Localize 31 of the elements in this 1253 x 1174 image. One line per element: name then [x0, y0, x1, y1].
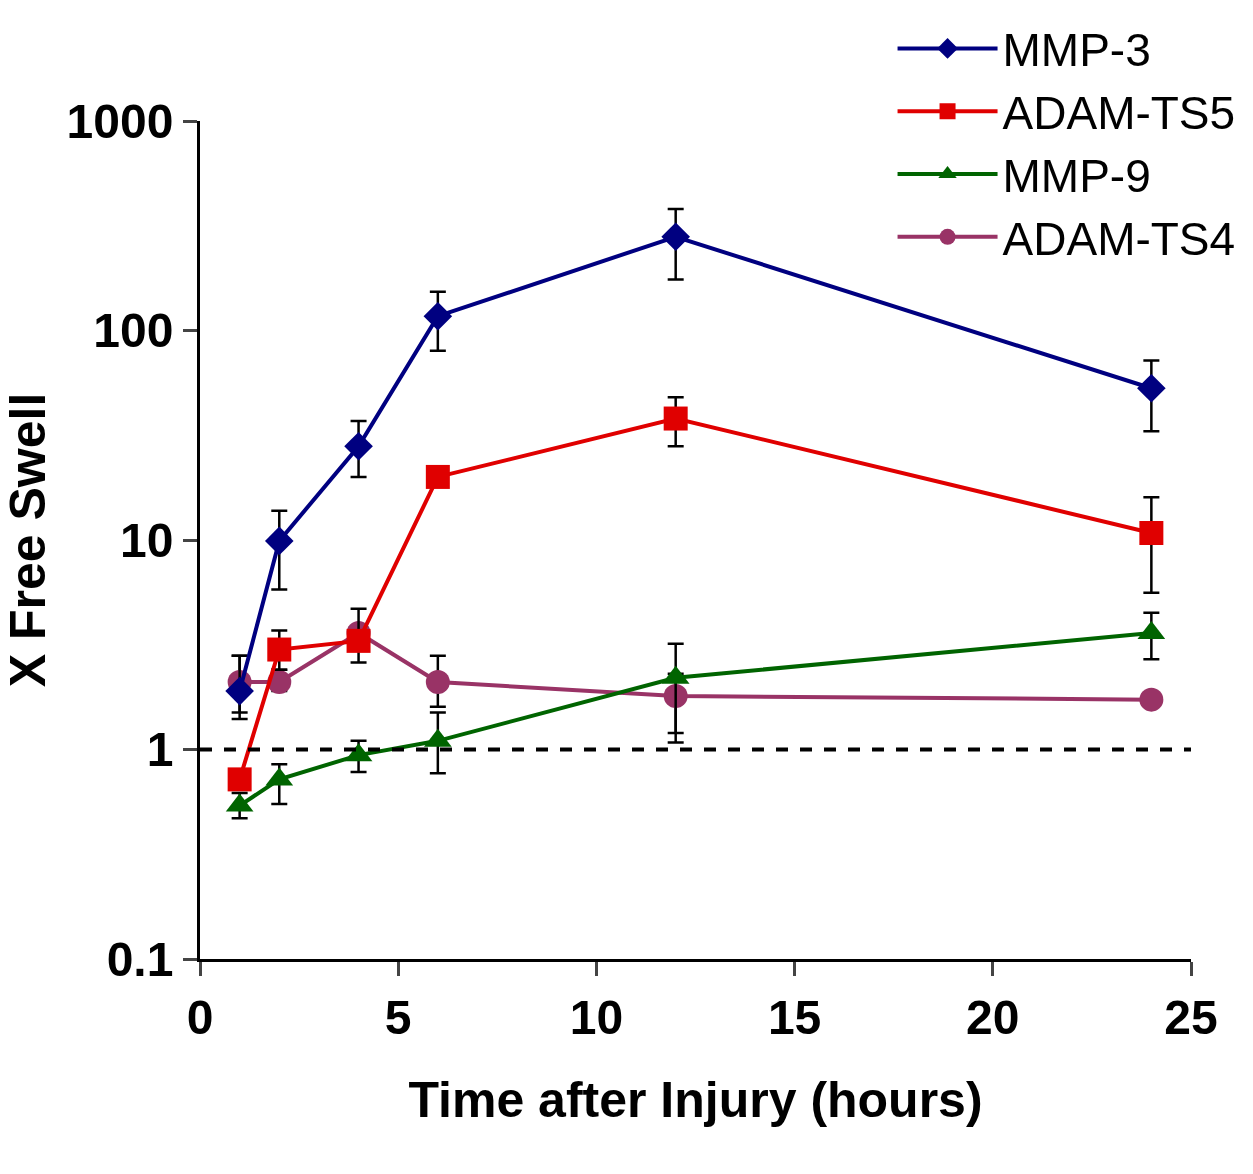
y-tick-label: 100 — [93, 304, 174, 358]
x-tick-label: 0 — [186, 990, 214, 1044]
x-tick-label: 15 — [767, 990, 822, 1044]
point — [423, 301, 453, 331]
legend-label: MMP-3 — [1002, 24, 1151, 77]
point — [1139, 687, 1164, 712]
point — [225, 676, 254, 706]
point — [661, 222, 690, 252]
point — [344, 432, 373, 461]
y-tick-label: 10 — [120, 513, 174, 567]
legend-label: MMP-9 — [1002, 150, 1151, 202]
point — [346, 628, 371, 653]
legend-label: ADAM-TS5 — [1002, 87, 1236, 140]
point — [227, 767, 252, 792]
point — [425, 670, 450, 694]
x-axis-title: Time after Injury (hours) — [408, 1072, 983, 1129]
point — [264, 526, 294, 556]
y-axis-title: X Free Swell — [0, 392, 56, 688]
point — [663, 406, 688, 431]
x-tick-label: 20 — [966, 990, 1020, 1044]
y-tick-label: 1000 — [66, 94, 174, 148]
legend-label: ADAM-TS4 — [1002, 212, 1236, 265]
point — [1139, 521, 1164, 545]
point — [267, 637, 292, 662]
x-tick-label: 25 — [1164, 990, 1218, 1044]
y-tick-label: 1 — [146, 723, 174, 777]
point — [1137, 373, 1166, 403]
x-tick-label: 10 — [569, 990, 624, 1044]
x-tick-label: 5 — [384, 990, 412, 1044]
y-tick-label: 0.1 — [106, 932, 174, 986]
point — [425, 464, 450, 489]
